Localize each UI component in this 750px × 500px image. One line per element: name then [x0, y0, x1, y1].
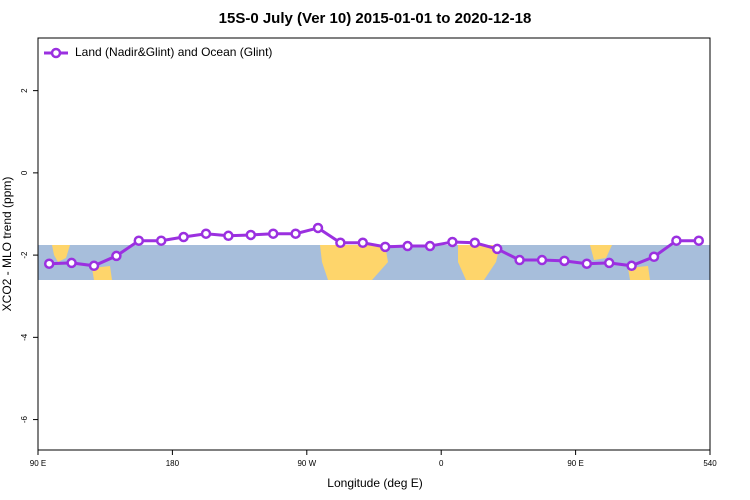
point [603, 257, 615, 269]
point [245, 229, 257, 241]
land [52, 245, 70, 262]
point [379, 241, 391, 253]
land [458, 245, 500, 280]
point [223, 230, 234, 242]
chart-title: 15S-0 July (Ver 10) 2015-01-01 to 2020-1… [219, 10, 532, 27]
y-tick-label: -4 [20, 333, 29, 341]
point [111, 250, 122, 262]
point [559, 255, 570, 267]
point [155, 235, 167, 246]
point [88, 260, 100, 272]
point [514, 254, 525, 266]
x-tick-label: 90 E [30, 459, 46, 468]
plot-frame [37, 37, 711, 451]
x-tick-label: 90 W [297, 459, 316, 468]
point [424, 240, 436, 252]
point [335, 237, 346, 249]
point [469, 237, 481, 249]
x-tick-label: 180 [166, 459, 180, 468]
x-tick-label: 0 [439, 459, 444, 468]
y-tick-label: -6 [20, 415, 29, 423]
point [648, 251, 660, 262]
y-tick-label: 2 [20, 88, 29, 93]
point [66, 257, 77, 269]
point [671, 235, 682, 246]
point [357, 237, 369, 249]
point [200, 228, 212, 239]
land [590, 245, 612, 260]
point [447, 236, 458, 248]
point [267, 228, 279, 239]
point [178, 231, 189, 243]
x-tick-label: 90 E [567, 459, 583, 468]
legend-marker [50, 47, 62, 59]
point [290, 228, 301, 239]
y-axis-label: XCO2 - MLO trend (ppm) [0, 177, 14, 312]
point [491, 243, 503, 255]
x-axis-label: Longitude (deg E) [327, 476, 422, 490]
y-tick-label: -2 [20, 251, 29, 259]
point [43, 258, 55, 269]
x-tick-label: 540 [703, 459, 717, 468]
point [693, 235, 705, 246]
point [536, 254, 548, 266]
y-tick-label: 0 [20, 170, 29, 175]
land [320, 245, 388, 280]
point [133, 235, 145, 246]
legend-label: Land (Nadir&Glint) and Ocean (Glint) [75, 45, 272, 59]
point [402, 240, 413, 252]
point [626, 260, 637, 272]
point [312, 222, 324, 234]
point [581, 258, 593, 269]
